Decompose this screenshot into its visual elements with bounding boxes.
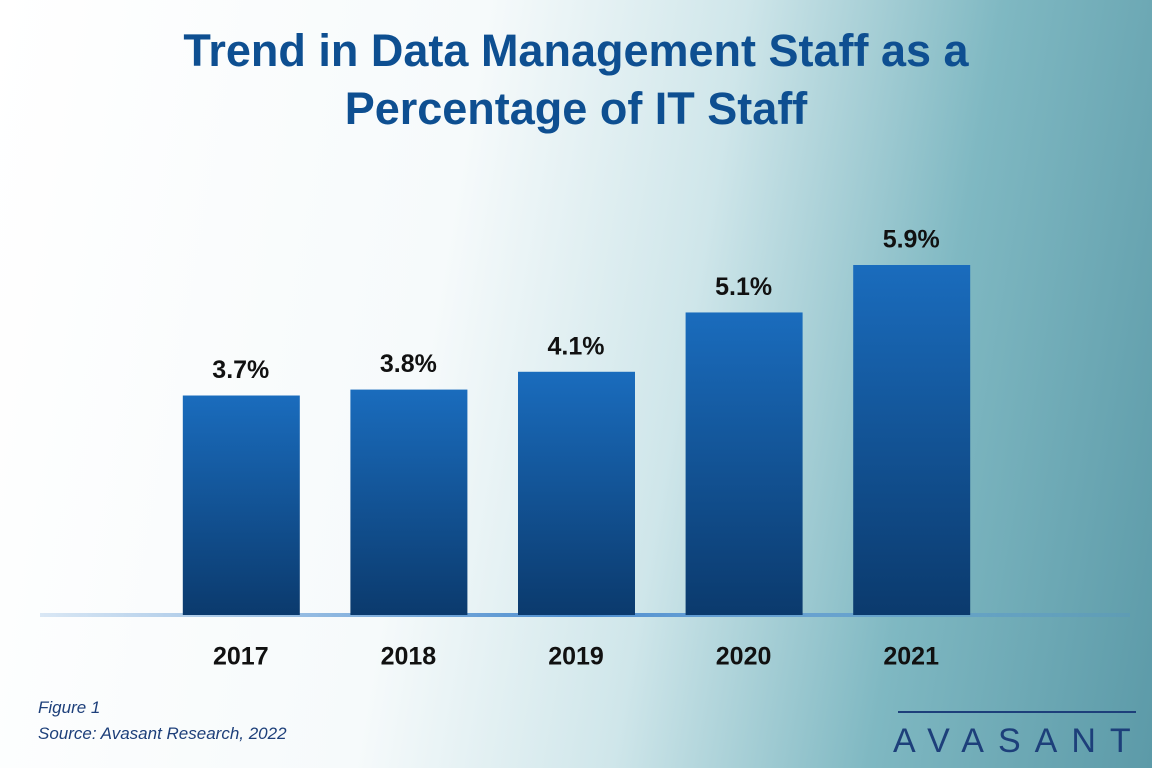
x-tick-label: 2019 [548,643,604,671]
x-tick-label: 2020 [716,643,772,671]
value-label: 3.8% [380,350,437,378]
bar [182,395,300,615]
x-tick-label: 2021 [883,643,939,671]
source-note: Source: Avasant Research, 2022 [38,724,287,743]
x-tick-label: 2018 [381,643,437,671]
brand-line [898,711,1136,713]
x-tick-label: 2017 [213,643,269,671]
brand-logo: AVASANT [893,722,1145,760]
value-label: 5.1% [715,273,772,301]
bar [518,371,635,615]
bar [853,265,971,615]
value-label: 4.1% [548,332,605,360]
figure-caption: Figure 1 [38,698,101,717]
value-label: 5.9% [883,226,940,254]
bar [685,312,803,615]
bar [350,389,468,615]
chart-title: Trend in Data Management Staff as a Perc… [183,25,969,134]
value-label: 3.7% [212,356,269,384]
